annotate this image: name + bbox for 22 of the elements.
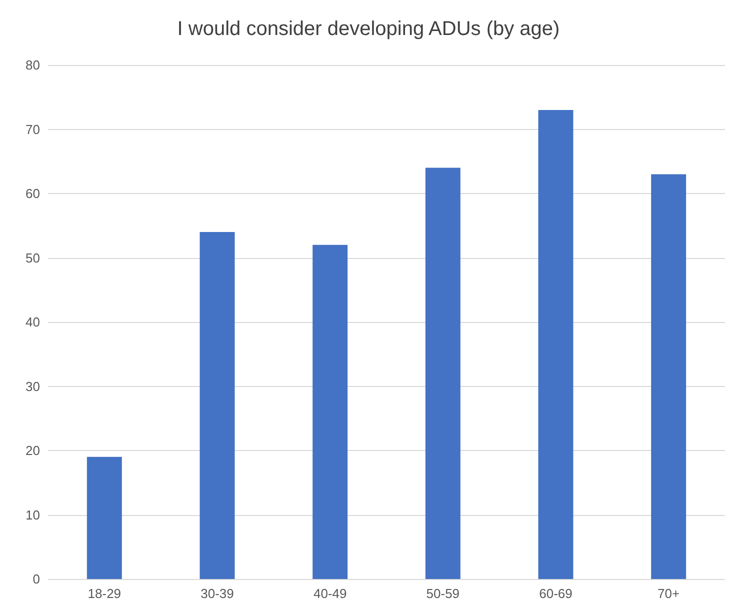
- bar: [425, 168, 460, 579]
- y-tick-label: 50: [26, 250, 40, 266]
- y-tick-label: 70: [26, 122, 40, 137]
- x-tick-label: 40-49: [313, 586, 347, 601]
- y-tick-label: 20: [26, 443, 40, 458]
- x-tick-label: 60-69: [539, 586, 572, 601]
- bar: [312, 244, 348, 579]
- x-tick-label: 18-29: [88, 586, 122, 601]
- bar: [86, 456, 122, 579]
- y-tick-label: 40: [26, 314, 40, 330]
- y-tick-label: 30: [26, 378, 40, 394]
- x-tick-label: 70+: [658, 586, 680, 601]
- y-tick-label: 0: [32, 572, 40, 586]
- y-tick-label: 60: [26, 186, 40, 201]
- chart-title: I would consider developing ADUs (by age): [177, 18, 560, 40]
- bar: [538, 110, 574, 579]
- y-tick-label: 80: [26, 58, 40, 72]
- x-tick-label: 30-39: [200, 586, 234, 601]
- bar: [200, 232, 235, 579]
- bar: [651, 174, 686, 579]
- y-tick-label: 10: [26, 507, 40, 522]
- x-tick-label: 50-59: [426, 586, 460, 601]
